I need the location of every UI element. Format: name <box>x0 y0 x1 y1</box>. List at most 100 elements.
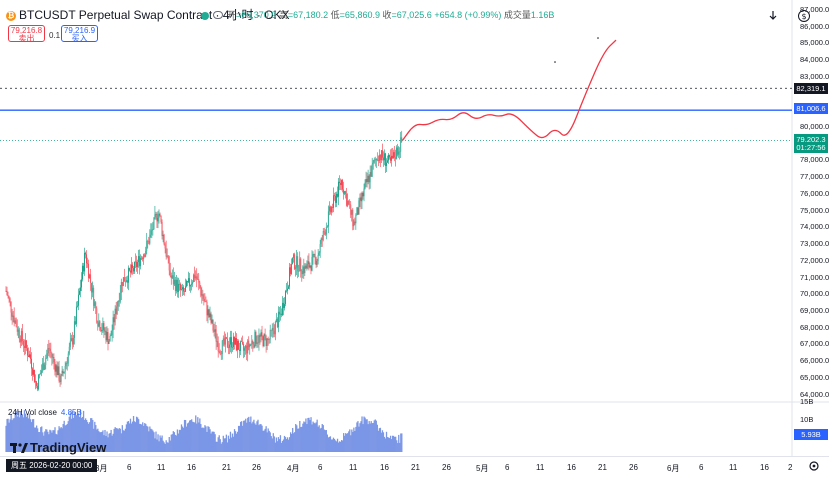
candle-body <box>143 254 145 260</box>
buy-button[interactable]: 79,216.9 买入 <box>61 25 98 43</box>
candle-body <box>200 288 202 296</box>
download-icon[interactable] <box>767 10 779 22</box>
sell-button[interactable]: 79,216.8 卖出 <box>8 25 45 43</box>
volume-bar <box>176 429 179 452</box>
volume-bar <box>53 430 55 452</box>
settings-gear-icon[interactable] <box>808 460 820 472</box>
candle-body <box>152 229 154 230</box>
candle-body <box>176 279 178 293</box>
candle-body <box>378 154 380 161</box>
candle-body <box>45 357 47 365</box>
candle-body <box>307 261 309 265</box>
volume-bar <box>132 416 135 452</box>
candle-body <box>67 353 69 364</box>
volume-bar <box>339 441 342 452</box>
volume-bar <box>130 423 133 452</box>
candle-body <box>48 348 50 349</box>
volume-bar <box>249 421 251 452</box>
volume-bar <box>285 439 288 452</box>
volume-bar <box>401 433 403 452</box>
volume-bar <box>21 414 24 452</box>
volume-bar <box>80 417 83 452</box>
volume-bar <box>7 418 9 452</box>
volume-bar <box>60 427 62 452</box>
candle-body <box>173 279 175 285</box>
volume-bar <box>381 430 384 452</box>
volume-bar <box>399 442 401 452</box>
candle-body <box>154 214 156 218</box>
candle-body <box>33 369 34 375</box>
volume-bar <box>24 413 27 452</box>
volume-bar <box>312 421 314 452</box>
candle-body <box>380 150 382 161</box>
volume-bar <box>364 417 366 452</box>
volume-bar <box>375 420 377 452</box>
candle-body <box>335 195 336 203</box>
candle-body <box>306 264 308 269</box>
sell-price: 79,216.8 <box>10 26 43 35</box>
time-axis[interactable] <box>0 456 829 478</box>
volume-bar <box>9 419 11 452</box>
volume-bar <box>66 423 68 452</box>
price-chart[interactable] <box>0 0 829 456</box>
candle-body <box>147 240 149 242</box>
candle-body <box>204 300 206 302</box>
volume-bar <box>106 431 108 452</box>
candle-body <box>37 385 39 390</box>
volume-bar <box>109 432 111 452</box>
candle-body <box>255 331 257 344</box>
open-label: 开 <box>227 10 237 20</box>
volume-bar <box>19 412 21 452</box>
eye-icon[interactable] <box>213 11 223 19</box>
candle-body <box>290 267 291 274</box>
volume-bar <box>33 427 36 452</box>
candle-body <box>387 160 388 163</box>
candle-body <box>250 343 252 345</box>
volume-bar <box>186 423 189 452</box>
candle-body <box>9 298 11 302</box>
candle-body <box>65 363 67 367</box>
volume-bar <box>270 436 272 452</box>
dollar-icon[interactable]: $ <box>797 9 811 23</box>
candle-body <box>171 275 173 279</box>
candle-body <box>234 336 235 345</box>
candle-body <box>191 283 193 285</box>
candle-body <box>285 291 286 305</box>
candle-body <box>226 338 228 348</box>
volume-bar <box>54 427 56 452</box>
candle-body <box>112 317 114 331</box>
candle-body <box>83 265 84 272</box>
volume-bar <box>215 441 217 452</box>
candle-body <box>394 152 396 158</box>
candle-body <box>111 330 113 336</box>
volume-bar <box>105 435 107 452</box>
volume-bar <box>71 411 73 452</box>
candle-body <box>223 338 225 345</box>
volume-bar <box>182 427 185 452</box>
candle-body <box>177 283 179 293</box>
candle-body <box>248 340 250 348</box>
volume-bar <box>193 422 195 452</box>
volume-bar <box>77 413 80 452</box>
volume-bar <box>317 426 319 452</box>
svg-text:$: $ <box>801 12 806 21</box>
candle-body <box>302 266 304 275</box>
candle-body <box>170 275 172 279</box>
volume-bar <box>319 428 321 452</box>
volume-bar <box>179 429 182 452</box>
candle-body <box>128 267 129 283</box>
price-axis-tick: 74,000.0 <box>800 222 829 232</box>
volume-bar <box>72 417 75 452</box>
price-axis-tick: 83,000.0 <box>800 71 829 81</box>
candle-body <box>239 349 240 351</box>
volume-layer <box>5 410 403 452</box>
volume-bar <box>157 434 159 452</box>
volume-bar <box>125 424 128 452</box>
projection-path <box>401 39 617 141</box>
volume-bar <box>228 438 231 452</box>
candle-body <box>277 311 279 328</box>
candle-body <box>274 322 276 335</box>
candle-body <box>243 343 245 351</box>
candle-body <box>72 337 74 345</box>
candle-body <box>336 193 337 203</box>
